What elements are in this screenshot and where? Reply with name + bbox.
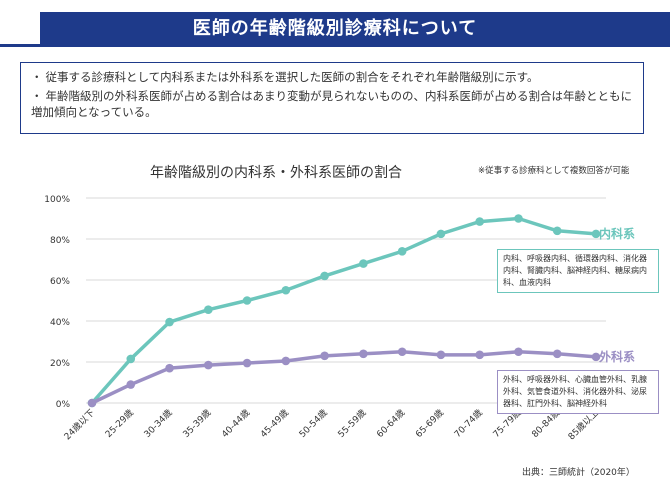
data-point [320, 351, 329, 361]
y-tick-label: 80% [50, 236, 70, 246]
x-tick-label: 35-39歳 [180, 407, 213, 440]
data-point [397, 347, 407, 357]
bullet: ・ [31, 89, 43, 103]
naika-note-box: 内科、呼吸器内科、循環器内科、消化器内科、腎臓内科、脳神経内科、糖尿病内科、血液… [497, 249, 659, 293]
data-point [87, 398, 97, 408]
data-point [204, 305, 213, 315]
x-tick-label: 30-34歳 [141, 407, 174, 440]
x-tick-label: 65-69歳 [413, 407, 446, 440]
chart-title: 年齢階級別の内科系・外科系医師の割合 [150, 165, 402, 181]
data-point [591, 352, 601, 362]
chart-note: ※従事する診療科として複数回答が可能 [478, 166, 630, 176]
x-tick-label: 24歳以下 [61, 407, 97, 443]
data-point [281, 356, 291, 366]
data-point [436, 229, 446, 239]
summary-item-2: ・年齢階級別の外科系医師が占める割合はあまり変動が見られないものの、内科系医師が… [31, 88, 633, 120]
header-line [0, 44, 670, 47]
data-point [436, 350, 446, 360]
x-tick-label: 55-59歳 [335, 407, 368, 440]
data-point [514, 347, 523, 357]
header-bar [40, 12, 670, 44]
data-point [591, 229, 601, 239]
summary-text-2: 年齢階級別の外科系医師が占める割合はあまり変動が見られないものの、内科系医師が占… [31, 89, 632, 119]
data-point [359, 259, 368, 268]
geka-note-box: 外科、呼吸器外科、心臓血管外科、乳腺外科、気管食道外科、消化器外科、泌尿器科、肛… [497, 370, 659, 414]
series-line-geka [91, 350, 597, 405]
data-point [552, 226, 562, 236]
data-point [165, 317, 174, 327]
summary-text-1: 従事する診療科として内科系または外科系を選択した医師の割合をそれぞれ年齢階級別に… [45, 70, 539, 84]
y-tick-label: 60% [50, 277, 70, 287]
header: 医師の年齢階級別診療科について [0, 0, 670, 47]
data-point [514, 214, 523, 223]
series-label-naika: 内科系 [599, 226, 635, 241]
data-point [204, 360, 213, 370]
summary-item-1: ・従事する診療科として内科系または外科系を選択した医師の割合をそれぞれ年齢階級別… [31, 69, 633, 85]
data-point [475, 217, 484, 226]
y-tick-label: 40% [50, 318, 70, 328]
data-point [126, 354, 136, 364]
x-tick-label: 60-64歳 [374, 407, 407, 440]
y-tick-label: 100% [44, 195, 70, 205]
data-point [242, 358, 252, 368]
x-tick-label: 70-74歳 [451, 407, 484, 440]
page-title: 医師の年齢階級別診療科について [192, 18, 478, 39]
data-point [320, 271, 329, 281]
data-point [126, 380, 136, 389]
series-label-geka: 外科系 [599, 349, 635, 364]
data-point [281, 285, 291, 295]
x-tick-label: 25-29歳 [103, 407, 136, 440]
data-point [242, 296, 252, 305]
x-tick-label: 40-44歳 [219, 407, 252, 440]
series-line-naika [90, 216, 597, 405]
data-point [397, 247, 407, 256]
data-point [475, 350, 484, 360]
data-point [165, 363, 174, 373]
y-tick-label: 0% [56, 400, 71, 410]
data-point [359, 349, 368, 359]
x-tick-label: 45-49歳 [258, 407, 291, 440]
x-tick-label: 50-54歳 [296, 407, 329, 440]
source-note: 出典：三師統計（2020年） [522, 468, 635, 478]
y-tick-label: 20% [50, 359, 70, 369]
bullet: ・ [31, 70, 43, 84]
data-point [552, 349, 562, 359]
summary-box: ・従事する診療科として内科系または外科系を選択した医師の割合をそれぞれ年齢階級別… [20, 62, 644, 134]
